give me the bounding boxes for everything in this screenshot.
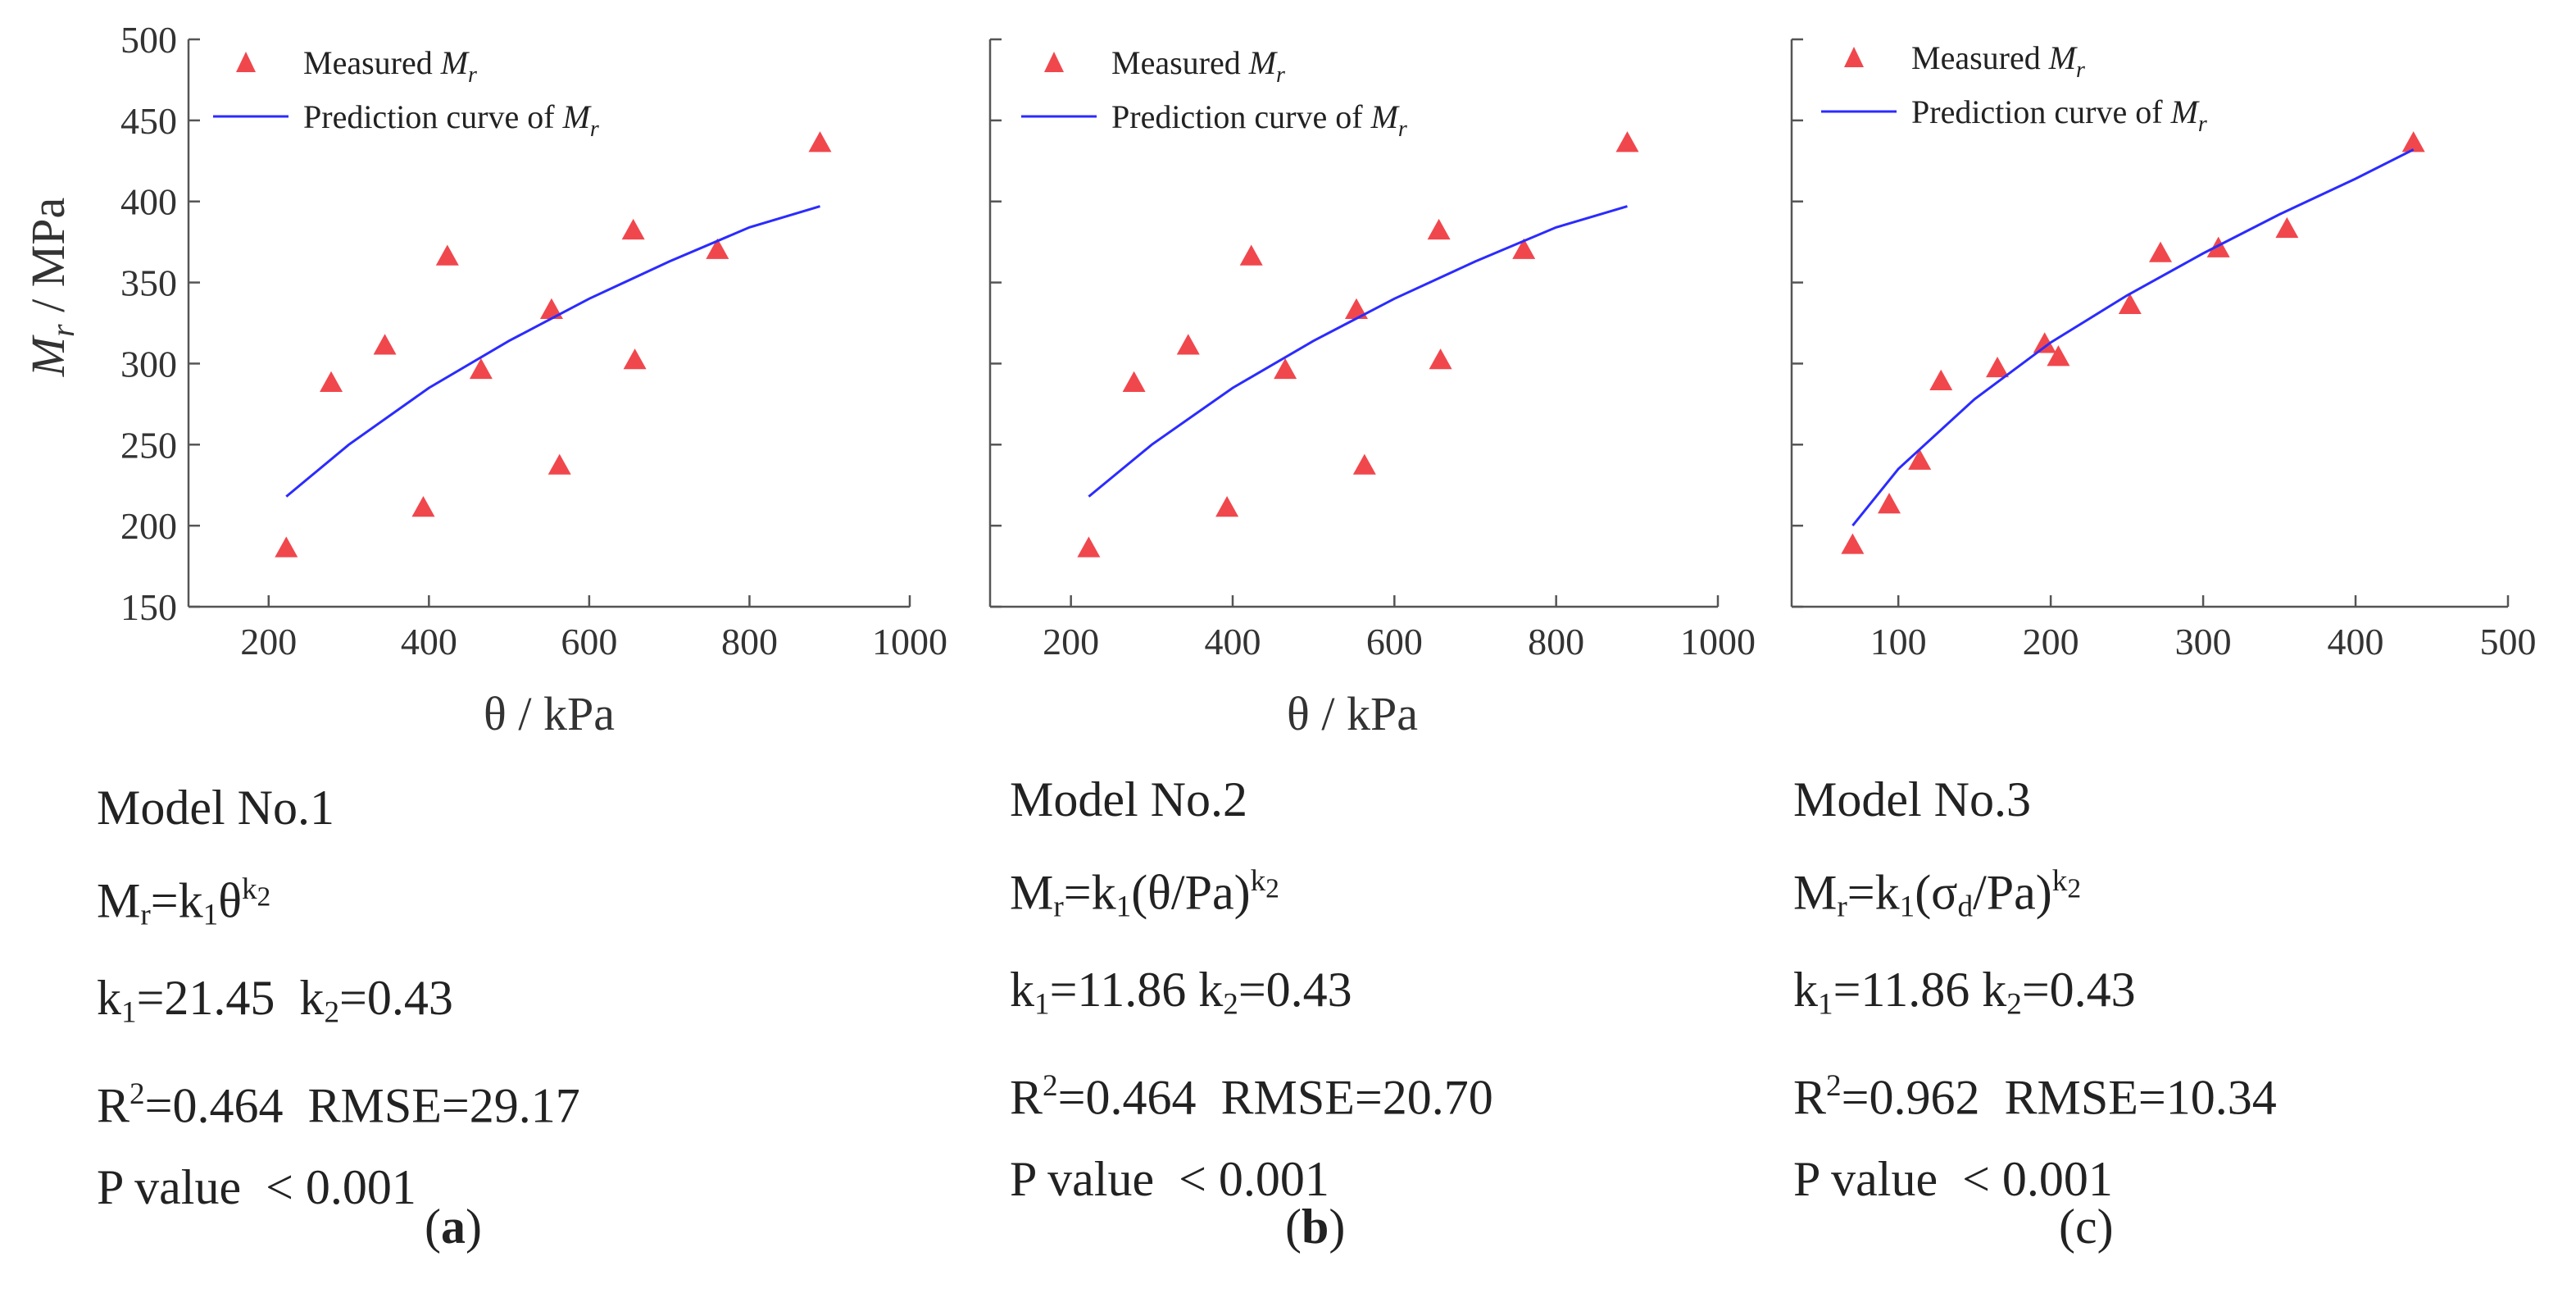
measured-point	[2118, 293, 2142, 315]
panel-label-c: (c)	[2059, 1200, 2114, 1254]
measured-point	[1239, 244, 1263, 266]
measured-point	[547, 453, 571, 475]
model-fit-stats: R2=0.464 RMSE=20.70	[1010, 1068, 1493, 1125]
measured-point	[275, 536, 298, 558]
x-tick-label: 100	[1870, 621, 1927, 662]
measured-point	[2047, 345, 2070, 367]
model-pvalue: P value < 0.001	[97, 1160, 416, 1215]
measured-point	[808, 131, 832, 153]
measured-point	[1908, 448, 1932, 470]
x-tick-label: 400	[1205, 621, 1261, 662]
measured-point	[2149, 241, 2173, 262]
measured-point	[1615, 131, 1639, 153]
chart-panel-a: 150 200 250 300 350 400 450 500 200 400 600 800 1000…	[120, 19, 947, 740]
model-fit-stats: R2=0.962 RMSE=10.34	[1793, 1068, 2277, 1125]
model-name: Model No.2	[1010, 772, 1247, 826]
measured-point	[2033, 332, 2056, 353]
x-tick-label: 200	[2023, 621, 2079, 662]
legend-label-measured: Measured Mr	[303, 44, 477, 88]
measured-point	[1176, 334, 1200, 355]
measured-point	[1512, 238, 1536, 259]
x-tick-label: 600	[561, 621, 617, 662]
y-tick-label: 400	[120, 181, 177, 223]
measured-point	[469, 357, 493, 380]
measured-point	[1427, 218, 1451, 240]
measured-point	[435, 244, 459, 266]
model-fit-stats: R2=0.464 RMSE=29.17	[97, 1077, 580, 1133]
panel-label-a: (a)	[425, 1200, 482, 1254]
y-tick-label: 250	[120, 424, 177, 466]
chart-panel-b: 200 400 600 800 1000 θ / kPa Measured Mr Predic…	[988, 38, 1756, 740]
y-tick-label: 500	[120, 19, 177, 61]
x-tick-label: 800	[1528, 621, 1584, 662]
measured-point	[623, 348, 647, 370]
prediction-curve	[1851, 148, 2415, 527]
x-tick-label: 200	[240, 621, 297, 662]
legend-marker	[1044, 52, 1064, 72]
measured-point	[1352, 453, 1376, 475]
y-axis-title: Mr / MPa	[21, 198, 81, 378]
measured-point	[2275, 216, 2299, 239]
measured-point	[621, 218, 645, 240]
model-coefficients: k1=11.86 k2=0.43	[1010, 962, 1352, 1021]
model-equation: Mr=k1(θ/Pa)k2	[1010, 864, 1279, 924]
x-tick-label: 400	[2328, 621, 2384, 662]
model-pvalue: P value < 0.001	[1793, 1152, 2113, 1207]
measured-point	[1274, 357, 1297, 380]
model-coefficients: k1=21.45 k2=0.43	[97, 970, 453, 1029]
panel-label-b: (b)	[1285, 1200, 1346, 1254]
chart-panel-c: 100 200 300 400 500 Measured Mr Prediction cur…	[1790, 38, 2537, 662]
x-tick-label: 1000	[872, 621, 947, 662]
legend-label-curve: Prediction curve of Mr	[1911, 93, 2207, 137]
measured-point	[1878, 493, 1901, 514]
measured-point	[1122, 371, 1146, 392]
measured-point	[1077, 536, 1101, 558]
model-block-2: Model No.2 Mr=k1(θ/Pa)k2 k1=11.86 k2=0.4…	[1010, 758, 1493, 1220]
x-tick-label: 800	[721, 621, 778, 662]
measured-point	[1344, 298, 1368, 319]
measured-point	[539, 298, 563, 319]
legend-marker	[1844, 47, 1864, 67]
measured-point	[320, 371, 343, 392]
model-coefficients: k1=11.86 k2=0.43	[1793, 962, 2136, 1021]
x-tick-label: 600	[1366, 621, 1423, 662]
x-tick-label: 200	[1043, 621, 1099, 662]
x-axis-title: θ / kPa	[484, 687, 615, 740]
measured-point	[706, 238, 729, 259]
legend-marker	[236, 52, 256, 72]
y-tick-label: 150	[120, 586, 177, 628]
y-tick-label: 200	[120, 505, 177, 547]
legend-label-curve: Prediction curve of Mr	[303, 98, 599, 142]
measured-point	[2206, 236, 2230, 257]
prediction-curve	[1088, 205, 1628, 498]
model-equation: Mr=k1(σd/Pa)k2	[1793, 864, 2082, 924]
x-tick-label: 300	[2175, 621, 2232, 662]
y-tick-label: 300	[120, 343, 177, 385]
y-tick-label: 450	[120, 100, 177, 142]
measured-point	[373, 334, 397, 355]
measured-point	[1929, 369, 1953, 390]
x-axis-title: θ / kPa	[1287, 687, 1418, 740]
measured-point	[2401, 131, 2425, 153]
measured-point	[411, 495, 435, 517]
legend-label-measured: Measured Mr	[1911, 39, 2085, 83]
measured-point	[1429, 348, 1452, 370]
model-block-1: Model No.1 Mr=k1θk2 k1=21.45 k2=0.43 R2=…	[97, 767, 580, 1228]
model-name: Model No.1	[97, 781, 334, 835]
x-tick-label: 1000	[1680, 621, 1756, 662]
model-block-3: Model No.3 Mr=k1(σd/Pa)k2 k1=11.86 k2=0.…	[1793, 758, 2277, 1220]
y-tick-label: 350	[120, 262, 177, 304]
legend-label-curve: Prediction curve of Mr	[1111, 98, 1407, 142]
model-name: Model No.3	[1793, 772, 2031, 826]
x-tick-label: 400	[401, 621, 457, 662]
measured-point	[1986, 356, 2010, 378]
model-equation: Mr=k1θk2	[97, 872, 271, 932]
legend-label-measured: Measured Mr	[1111, 44, 1285, 88]
measured-point	[1841, 533, 1865, 554]
prediction-curve	[285, 205, 820, 498]
x-tick-label: 500	[2480, 621, 2537, 662]
measured-point	[1215, 495, 1239, 517]
model-pvalue: P value < 0.001	[1010, 1152, 1329, 1207]
